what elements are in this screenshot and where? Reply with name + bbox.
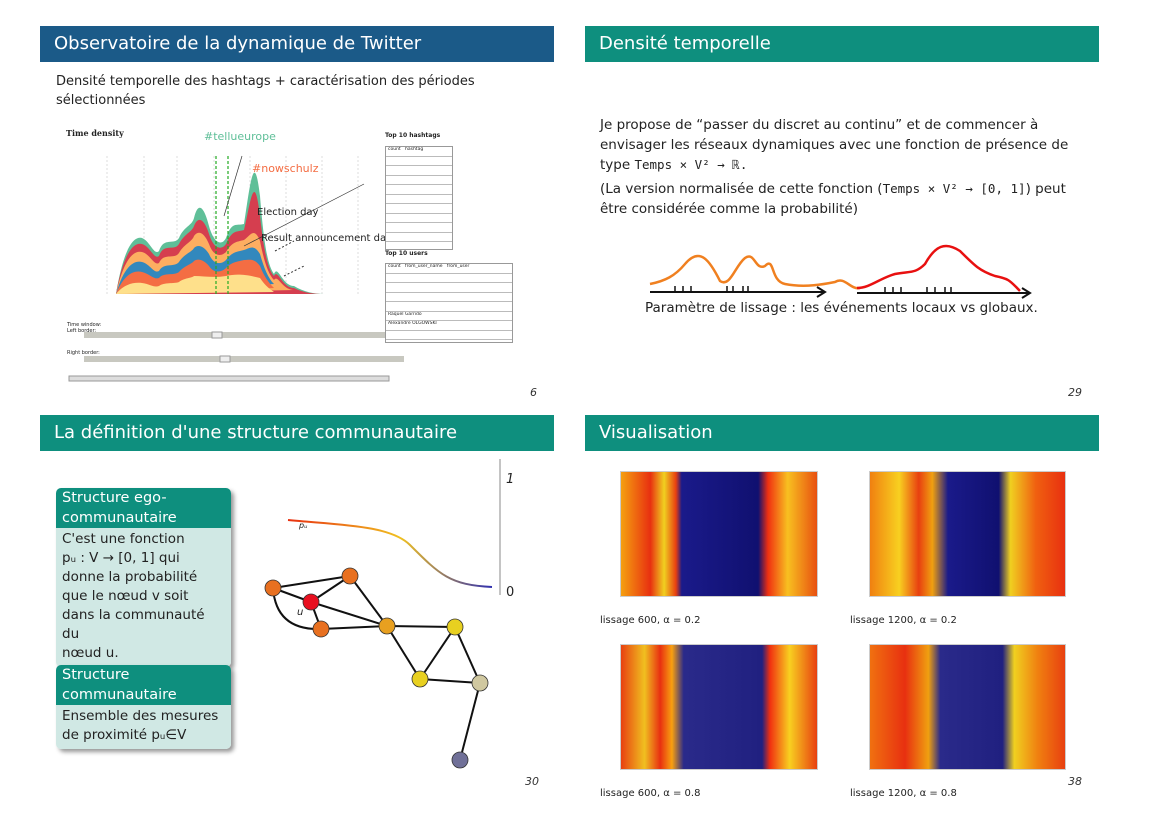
page-number: 30 bbox=[525, 775, 539, 788]
probability-curve bbox=[287, 519, 493, 588]
slide-6: Observatoire de la dynamique de Twitter … bbox=[40, 26, 554, 401]
time-window-label: Time window: bbox=[67, 322, 102, 328]
line: que le nœud v soit bbox=[62, 588, 189, 604]
node bbox=[312, 620, 330, 638]
axis-label-0: 0 bbox=[506, 585, 515, 600]
orange-curve bbox=[649, 254, 861, 290]
node bbox=[411, 670, 429, 688]
line: Ensemble des mesures bbox=[62, 708, 219, 724]
slide-38: Visualisation lissage 600, α = 0.2 lissa… bbox=[585, 415, 1099, 799]
smoothing-curves bbox=[649, 244, 1032, 299]
user-row: Raquel Garrido bbox=[386, 312, 512, 321]
slide-29: Densité temporelle Je propose de “passer… bbox=[585, 26, 1099, 401]
figure-title: Time density bbox=[66, 128, 124, 138]
col-header: from_user bbox=[446, 264, 470, 269]
annotation-result-day: Result announcement day bbox=[261, 233, 393, 244]
paragraph-2: (La version normalisée de cette fonction… bbox=[600, 179, 1085, 219]
col-header: hashtag bbox=[405, 147, 424, 152]
line: donne la probabilité bbox=[62, 569, 198, 585]
line: pᵤ : V → [0, 1] qui bbox=[62, 550, 180, 566]
slide-subtitle: Densité temporelle des hashtags + caract… bbox=[56, 74, 475, 108]
heatmap-caption: lissage 1200, α = 0.8 bbox=[850, 788, 957, 799]
p1-math: Temps × V² → ℝ. bbox=[634, 157, 748, 172]
node bbox=[446, 618, 464, 636]
col-header: from_user_name bbox=[405, 264, 443, 269]
time-axis bbox=[650, 286, 827, 298]
block-body: C'est une fonction pᵤ : V → [0, 1] qui don… bbox=[56, 528, 231, 667]
col-header: count bbox=[388, 147, 401, 152]
p2-text: ) peut être considérée comme la probabil… bbox=[600, 181, 1066, 217]
heatmap-1200-08 bbox=[869, 644, 1066, 770]
block-body: Ensemble des mesures de proximité pᵤ∈V bbox=[56, 705, 231, 749]
hashtags-table: count hashtag bbox=[385, 146, 453, 250]
page-number: 29 bbox=[1068, 386, 1082, 399]
col-header: count bbox=[388, 264, 401, 269]
line: nœud u. bbox=[62, 645, 119, 661]
users-table: count from_user_name from_user Raquel Ga… bbox=[385, 263, 513, 343]
heatmap-caption: lissage 600, α = 0.8 bbox=[600, 788, 701, 799]
slide-title: Densité temporelle bbox=[585, 26, 1099, 62]
network-figure bbox=[264, 459, 501, 769]
slide-title: La définition d'une structure communauta… bbox=[40, 415, 554, 451]
slide-30: La définition d'une structure communauta… bbox=[40, 415, 554, 790]
node-u bbox=[302, 593, 320, 611]
node bbox=[341, 567, 359, 585]
stream-layer bbox=[116, 274, 274, 294]
p1-text: Je propose de “passer du discret au cont… bbox=[600, 117, 1069, 173]
slide-title: Observatoire de la dynamique de Twitter bbox=[40, 26, 554, 62]
axis-label-1: 1 bbox=[506, 472, 515, 487]
node bbox=[378, 617, 396, 635]
heatmap-caption: lissage 1200, α = 0.2 bbox=[850, 615, 957, 626]
node bbox=[264, 579, 282, 597]
block-community: Structure communautaire Ensemble des mes… bbox=[56, 665, 231, 749]
line: de proximité pᵤ∈V bbox=[62, 727, 187, 743]
annotation-election-day: Election day bbox=[257, 207, 319, 218]
slide-title: Visualisation bbox=[585, 415, 1099, 451]
node bbox=[451, 751, 469, 769]
curve-label: pᵤ bbox=[299, 521, 308, 530]
time-density-figure: Time density #tellueurope #nowschulz Ele… bbox=[64, 126, 524, 386]
top-users-title: Top 10 users bbox=[385, 250, 428, 257]
stream-chart bbox=[68, 155, 404, 382]
block-title: Structure ego-communautaire bbox=[56, 488, 231, 528]
right-border-label: Right border: bbox=[67, 350, 100, 356]
heatmap-1200-02 bbox=[869, 471, 1066, 597]
block-ego-community: Structure ego-communautaire C'est une fo… bbox=[56, 488, 231, 667]
annotation-nowschulz: #nowschulz bbox=[252, 162, 319, 175]
red-curve bbox=[856, 244, 1021, 292]
user-row: Alexandre OLGOWSKI bbox=[386, 321, 512, 331]
heatmap-caption: lissage 600, α = 0.2 bbox=[600, 615, 701, 626]
top-hashtags-title: Top 10 hashtags bbox=[385, 132, 441, 139]
heatmap-600-02 bbox=[620, 471, 818, 597]
left-border-label: Left border: bbox=[67, 328, 97, 334]
curves-caption: Paramètre de lissage : les événements lo… bbox=[645, 300, 1038, 316]
line: C'est une fonction bbox=[62, 531, 185, 547]
time-axis bbox=[857, 287, 1032, 299]
annotation-tellueurope: #tellueurope bbox=[204, 130, 276, 143]
paragraph-1: Je propose de “passer du discret au cont… bbox=[600, 115, 1080, 175]
page-number: 6 bbox=[530, 386, 537, 399]
line: dans la communauté du bbox=[62, 607, 205, 642]
block-title: Structure communautaire bbox=[56, 665, 231, 705]
node-label: u bbox=[297, 607, 304, 618]
heatmap-600-08 bbox=[620, 644, 818, 770]
p2-text: (La version normalisée de cette fonction… bbox=[600, 181, 883, 197]
page-number: 38 bbox=[1068, 775, 1082, 788]
p2-math: Temps × V² → [0, 1] bbox=[882, 181, 1026, 196]
node bbox=[471, 674, 489, 692]
